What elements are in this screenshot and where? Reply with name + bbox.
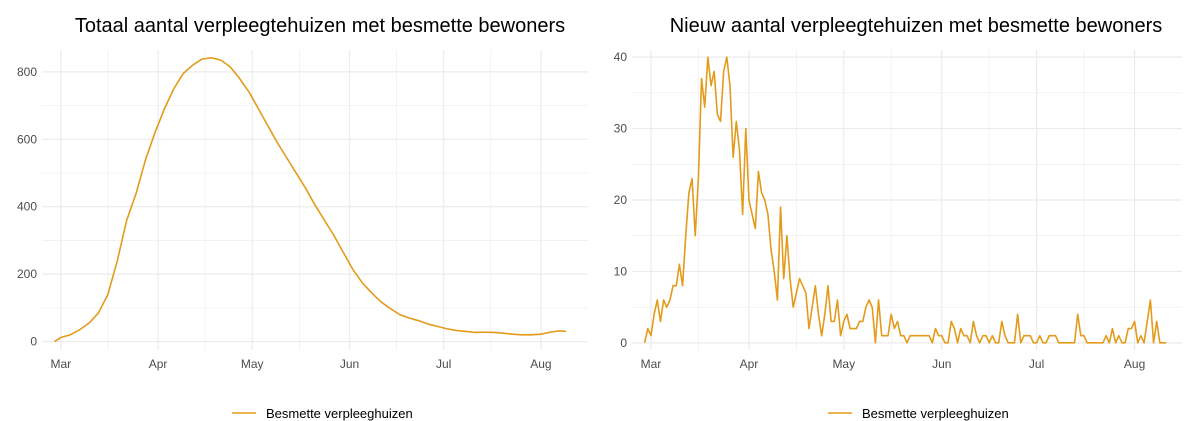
chart-new: Nieuw aantal verpleegtehuizen met besmet… — [614, 15, 1182, 421]
chart-total: Totaal aantal verpleegtehuizen met besme… — [17, 15, 588, 421]
y-tick-label: 600 — [17, 132, 37, 146]
y-tick-label: 0 — [620, 336, 627, 350]
legend-label: Besmette verpleeghuizen — [862, 406, 1009, 421]
y-tick-label: 10 — [614, 264, 628, 278]
grid — [42, 50, 588, 350]
x-tick-label: Mar — [641, 357, 662, 371]
legend: Besmette verpleeghuizen — [828, 406, 1009, 421]
x-tick-label: Jun — [340, 357, 359, 371]
y-tick-label: 40 — [614, 50, 628, 64]
grid — [632, 50, 1182, 350]
x-tick-label: Aug — [530, 357, 551, 371]
y-tick-labels: 0 200 400 600 800 — [17, 65, 37, 349]
x-tick-labels: Mar Apr May Jun Jul Aug — [50, 357, 551, 371]
y-tick-labels: 0 10 20 30 40 — [614, 50, 628, 350]
y-tick-label: 200 — [17, 267, 37, 281]
y-tick-label: 800 — [17, 65, 37, 79]
y-tick-label: 30 — [614, 122, 628, 136]
x-tick-labels: Mar Apr May Jun Jul Aug — [641, 357, 1146, 371]
chart-title: Totaal aantal verpleegtehuizen met besme… — [75, 15, 565, 37]
x-tick-label: Jun — [932, 357, 951, 371]
chart-title: Nieuw aantal verpleegtehuizen met besmet… — [670, 15, 1163, 37]
y-tick-label: 20 — [614, 193, 628, 207]
x-tick-label: May — [241, 357, 264, 371]
legend: Besmette verpleeghuizen — [232, 406, 413, 421]
x-tick-label: Aug — [1124, 357, 1145, 371]
x-tick-label: Mar — [50, 357, 71, 371]
x-tick-label: Jul — [1029, 357, 1044, 371]
x-tick-label: Apr — [149, 357, 168, 371]
y-tick-label: 400 — [17, 200, 37, 214]
x-tick-label: May — [832, 357, 855, 371]
y-tick-label: 0 — [30, 335, 37, 349]
x-tick-label: Jul — [436, 357, 451, 371]
series-line — [643, 56, 1167, 344]
legend-label: Besmette verpleeghuizen — [266, 406, 413, 421]
x-tick-label: Apr — [740, 357, 759, 371]
series-line — [54, 56, 567, 343]
